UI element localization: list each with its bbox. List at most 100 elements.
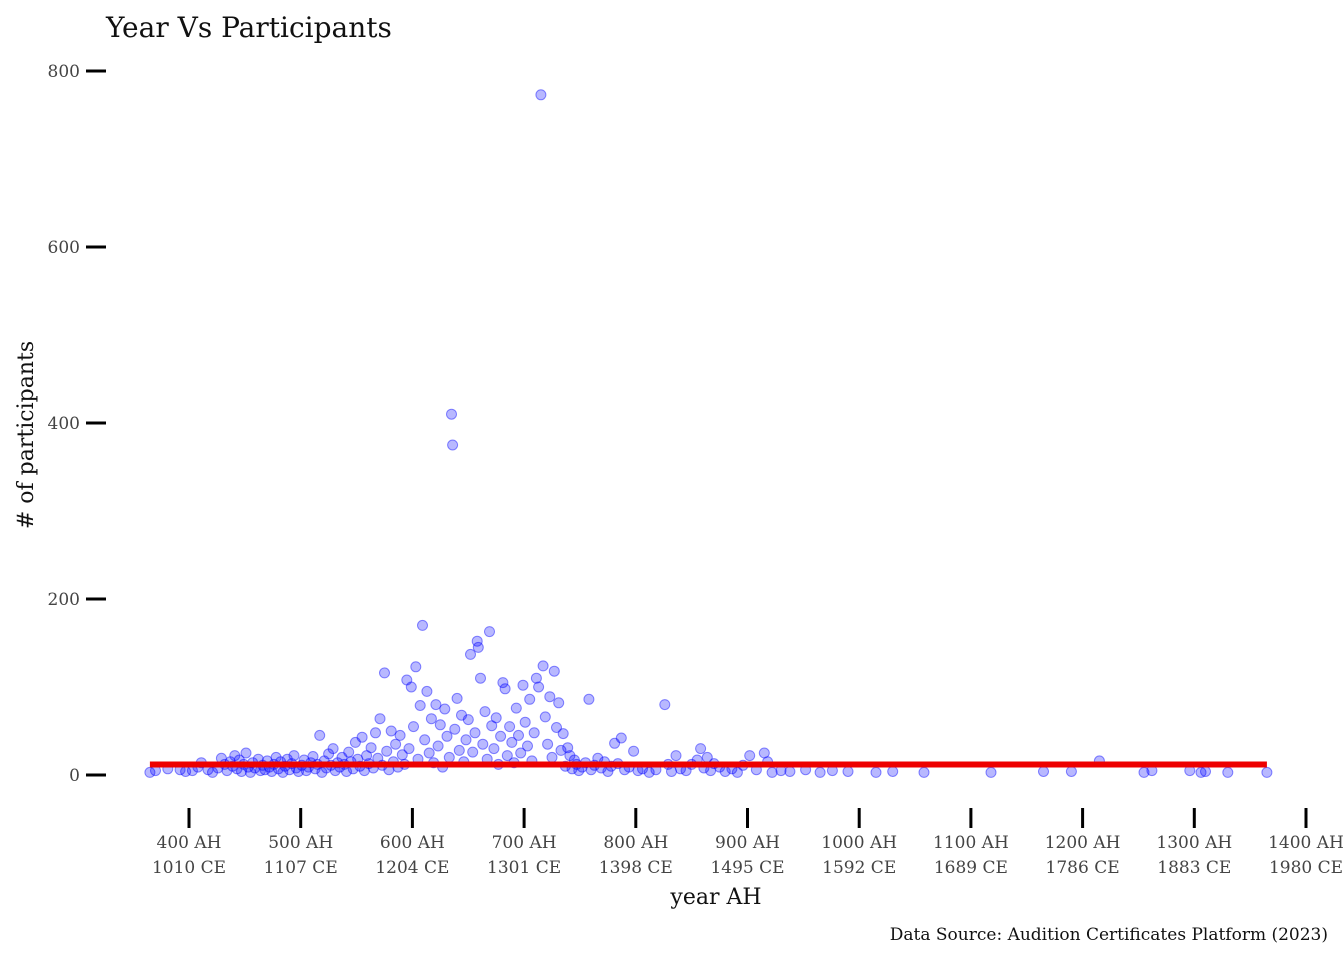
data-point [421, 685, 433, 697]
data-point [553, 697, 565, 709]
data-point [475, 672, 486, 684]
data-point [486, 720, 498, 732]
data-point [497, 677, 509, 689]
data-point [522, 740, 533, 752]
data-point [659, 699, 671, 711]
data-point [495, 730, 507, 742]
data-point [517, 679, 529, 691]
chart-title: Year Vs Participants [105, 11, 392, 44]
data-point [548, 665, 560, 677]
x-tick-label-ah: 700 AH [492, 833, 557, 853]
y-tick-label: 800 [48, 62, 80, 82]
data-point [414, 700, 426, 711]
x-axis: 400 AH 1010 CE 500 AH 1107 CE 600 AH 1204 CE 7… [152, 808, 1344, 878]
data-point [465, 648, 476, 660]
data-point [499, 683, 511, 695]
data-point [370, 727, 381, 739]
data-point [314, 729, 326, 741]
data-point [562, 742, 574, 754]
data-point [434, 719, 446, 731]
y-tick-label: 400 [48, 414, 80, 434]
data-point [401, 674, 413, 686]
data-point [842, 766, 854, 777]
x-tick-label-ce: 1398 CE [599, 858, 673, 878]
data-point [985, 766, 997, 778]
data-point [506, 736, 518, 748]
x-tick-label-ce: 1980 CE [1269, 858, 1343, 878]
data-point [451, 692, 463, 704]
data-point [814, 766, 826, 778]
data-point [349, 736, 361, 748]
data-point [1200, 766, 1211, 777]
data-point [229, 750, 241, 762]
data-point [408, 721, 419, 733]
y-tick-label: 200 [48, 590, 80, 610]
data-point [471, 635, 483, 647]
data-point [423, 747, 435, 759]
x-tick-label-ah: 1100 AH [933, 833, 1009, 853]
data-point [477, 738, 489, 750]
data-point [403, 743, 415, 755]
x-tick-label-ce: 1204 CE [375, 858, 449, 878]
x-tick-label-ce: 1883 CE [1157, 858, 1231, 878]
y-tick-label: 600 [48, 238, 80, 258]
data-point [144, 766, 156, 778]
data-point [918, 766, 930, 778]
data-point [530, 672, 542, 684]
data-point [555, 744, 567, 756]
data-point [479, 706, 491, 718]
y-axis: 0 200 400 600 800 [48, 62, 106, 786]
data-point [695, 743, 707, 755]
data-point [524, 693, 536, 705]
data-point [385, 725, 397, 737]
data-points [144, 89, 1273, 778]
data-point [515, 747, 527, 759]
data-point [381, 745, 393, 757]
data-point [870, 766, 882, 778]
data-point [396, 749, 408, 761]
data-point [564, 750, 576, 762]
data-point [537, 660, 549, 672]
data-point [490, 712, 502, 724]
data-point [551, 722, 562, 733]
data-point [419, 734, 431, 746]
data-point [447, 439, 459, 451]
data-point [504, 721, 516, 733]
y-tick-label: 0 [69, 766, 80, 786]
x-tick-label-ce: 1495 CE [710, 858, 784, 878]
data-point [510, 702, 522, 714]
data-point [379, 667, 390, 679]
x-tick-label-ah: 600 AH [380, 833, 445, 853]
data-point [327, 743, 339, 755]
x-tick-label-ah: 1300 AH [1156, 833, 1232, 853]
data-point [410, 661, 422, 673]
x-tick-label-ah: 1200 AH [1045, 833, 1121, 853]
x-tick-label-ah: 400 AH [157, 833, 222, 853]
data-point [501, 750, 513, 762]
data-point [609, 737, 621, 749]
data-point [439, 703, 451, 715]
data-point [430, 699, 442, 711]
data-point [472, 641, 484, 653]
data-point [519, 716, 531, 728]
x-tick-label-ce: 1592 CE [822, 858, 896, 878]
data-point [488, 743, 500, 755]
data-point [361, 750, 373, 762]
data-point [240, 747, 252, 759]
data-point [533, 681, 545, 693]
data-point [374, 713, 386, 725]
x-tick-label-ce: 1301 CE [487, 858, 561, 878]
x-tick-label-ah: 900 AH [715, 833, 780, 853]
data-point [288, 750, 300, 762]
data-source-caption: Data Source: Audition Certificates Platf… [890, 925, 1328, 945]
data-point [456, 709, 467, 721]
x-tick-label-ce: 1689 CE [934, 858, 1008, 878]
data-point [670, 750, 682, 762]
data-point [546, 751, 558, 763]
data-point [417, 619, 428, 631]
data-point [356, 731, 368, 743]
data-point [535, 89, 547, 101]
data-point [467, 746, 479, 758]
data-point [542, 738, 554, 750]
